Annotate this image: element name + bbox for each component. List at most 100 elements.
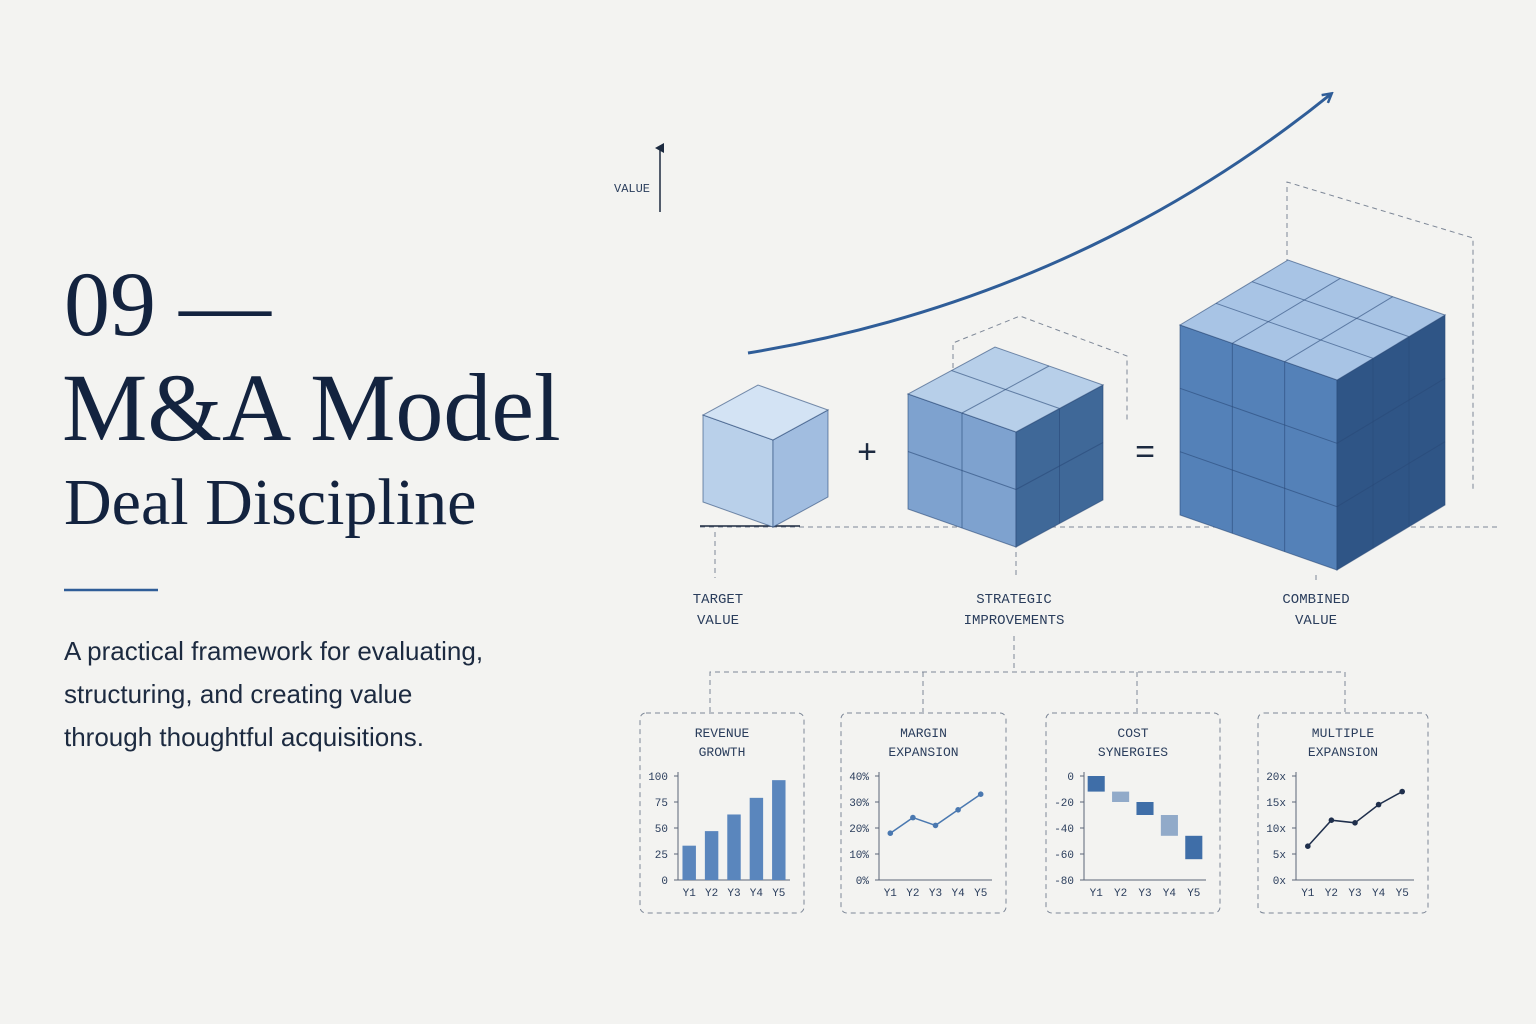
chart-title: EXPANSION <box>888 745 958 760</box>
x-tick-label: Y4 <box>1372 888 1386 900</box>
description-line: through thoughtful acquisitions. <box>64 722 424 752</box>
page-title: M&A Model <box>62 354 561 461</box>
x-tick-label: Y3 <box>1138 888 1151 900</box>
y-tick-label: 10% <box>849 850 869 862</box>
outline <box>1286 181 1474 490</box>
chart-title: SYNERGIES <box>1098 745 1168 760</box>
x-tick-label: Y5 <box>1187 888 1200 900</box>
stage-label: VALUE <box>697 613 739 629</box>
cube-edge <box>1251 281 1410 338</box>
description-line: A practical framework for evaluating, <box>64 636 483 666</box>
chart-title: MARGIN <box>900 726 947 741</box>
point <box>1352 820 1358 826</box>
x-tick-label: Y3 <box>1348 888 1361 900</box>
cube-edge <box>1232 277 1341 344</box>
x-tick-label: Y3 <box>727 888 740 900</box>
growth-arrow <box>747 94 1331 355</box>
x-tick-label: Y1 <box>1301 888 1315 900</box>
plus-sign: + <box>857 433 877 471</box>
cubes <box>701 259 1447 571</box>
chart-title: COST <box>1117 726 1148 741</box>
page-subtitle: Deal Discipline <box>64 466 476 539</box>
chart-frame <box>840 712 1007 914</box>
waterfall-step <box>1112 791 1130 802</box>
cube-edge <box>1215 302 1374 359</box>
chart-title: GROWTH <box>699 745 746 760</box>
stage-label: VALUE <box>1295 613 1337 629</box>
description-line: structuring, and creating value <box>64 679 412 709</box>
y-tick-label: 50 <box>655 824 668 836</box>
value-axis-label: VALUE <box>614 182 650 196</box>
stage-label: COMBINED <box>1282 592 1349 608</box>
y-tick-label: 0x <box>1273 876 1287 888</box>
cube-edge <box>1336 377 1446 444</box>
cube-edge <box>1336 441 1446 508</box>
y-tick-label: -60 <box>1054 850 1074 862</box>
y-tick-label: 20% <box>849 824 869 836</box>
connector <box>709 636 1346 712</box>
point <box>1375 801 1382 808</box>
y-tick-label: 0 <box>1067 772 1074 784</box>
stage-label: TARGET <box>693 592 743 608</box>
chart-frame <box>639 712 805 914</box>
y-tick-label: 0% <box>856 876 870 888</box>
y-tick-label: 0 <box>661 876 668 888</box>
x-tick-label: Y3 <box>929 888 942 900</box>
cube-face <box>701 384 830 441</box>
point <box>955 807 961 813</box>
y-tick-label: 25 <box>655 850 668 862</box>
bar <box>682 845 696 880</box>
chart-frame <box>1257 712 1429 914</box>
y-tick-label: 20x <box>1266 772 1286 784</box>
x-tick-label: Y2 <box>1325 888 1338 900</box>
x-tick-label: Y4 <box>951 888 965 900</box>
x-tick-label: Y5 <box>1396 888 1409 900</box>
x-tick-label: Y4 <box>750 888 764 900</box>
x-tick-label: Y2 <box>1114 888 1127 900</box>
chart-title: REVENUE <box>695 726 750 741</box>
chart-title: MULTIPLE <box>1312 726 1375 741</box>
y-tick-label: 30% <box>849 798 869 810</box>
y-tick-label: 15x <box>1266 798 1286 810</box>
y-tick-label: 75 <box>655 798 668 810</box>
stage-label: STRATEGIC <box>976 592 1052 608</box>
point <box>977 791 984 797</box>
line <box>1307 790 1403 847</box>
bar <box>704 831 719 880</box>
waterfall-step <box>1160 815 1178 836</box>
y-tick-label: -80 <box>1054 876 1074 888</box>
equals-sign: = <box>1135 433 1155 471</box>
waterfall-step <box>1136 802 1154 815</box>
waterfall-step <box>1185 835 1203 860</box>
y-tick-label: -40 <box>1054 824 1074 836</box>
y-tick-label: 40% <box>849 772 869 784</box>
cube-edge <box>1179 387 1338 444</box>
section-number: 09 — <box>64 253 272 355</box>
chart-frame <box>1045 712 1221 914</box>
y-tick-label: 100 <box>648 772 668 784</box>
point <box>932 822 939 829</box>
point <box>1399 788 1405 795</box>
x-tick-label: Y5 <box>772 888 785 900</box>
point <box>1305 843 1311 849</box>
cube-edge <box>1284 296 1393 363</box>
point <box>910 814 916 821</box>
cube-edge <box>907 451 1017 490</box>
y-tick-label: 10x <box>1266 824 1286 836</box>
mini-charts: REVENUE GROWTH 0 25 50 75 100 Y1 Y2 Y3 Y4 Y5 MARGIN E… <box>639 712 1429 914</box>
x-tick-label: Y5 <box>974 888 987 900</box>
chart-title: EXPANSION <box>1308 745 1378 760</box>
x-tick-label: Y1 <box>683 888 697 900</box>
bar <box>727 814 741 880</box>
cube-edge <box>1015 442 1104 490</box>
cube-edge <box>1179 451 1338 508</box>
cube-edge <box>951 370 1060 409</box>
x-tick-label: Y1 <box>884 888 898 900</box>
x-tick-label: Y2 <box>705 888 718 900</box>
stage-label: IMPROVEMENTS <box>964 613 1065 629</box>
point <box>887 830 894 836</box>
x-tick-label: Y1 <box>1090 888 1104 900</box>
y-tick-label: -20 <box>1054 798 1074 810</box>
x-tick-label: Y2 <box>906 888 919 900</box>
